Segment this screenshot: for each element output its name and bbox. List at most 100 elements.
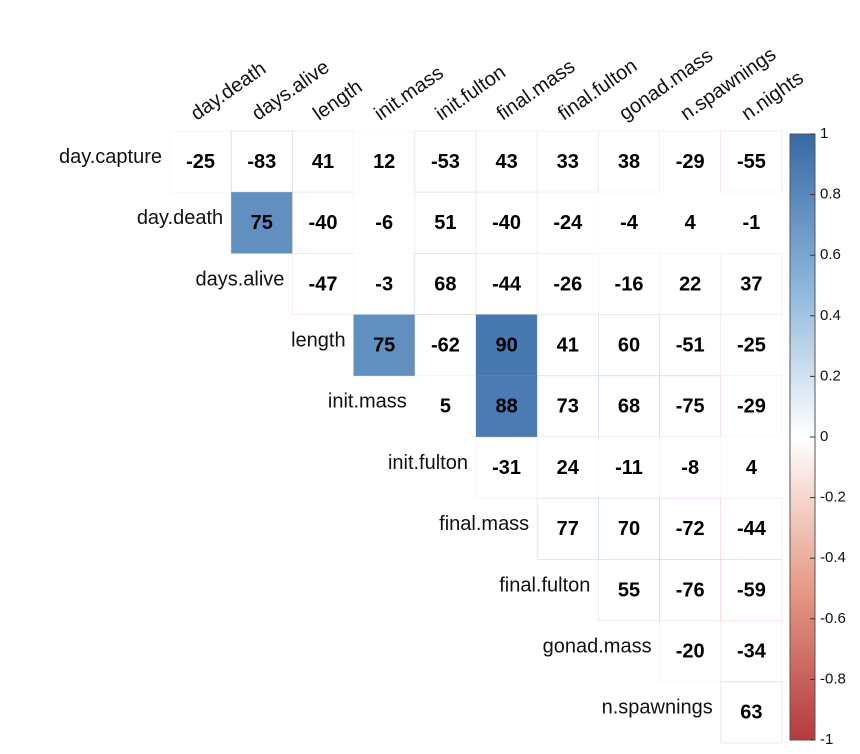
cell	[659, 252, 722, 315]
value-label: 5	[440, 396, 451, 418]
cell	[598, 559, 661, 622]
cell	[475, 314, 538, 377]
value-label: 38	[618, 151, 640, 173]
cell	[598, 252, 661, 315]
value-label: -55	[737, 151, 766, 173]
value-label: -16	[615, 273, 644, 295]
value-label: 41	[312, 151, 334, 173]
value-label: 33	[557, 151, 579, 173]
value-label: 75	[373, 334, 395, 356]
value-label: -31	[492, 457, 521, 479]
colorbar-tick-label: 0.4	[820, 307, 841, 324]
colorbar-tick-label: -1	[820, 731, 833, 748]
cell	[414, 314, 477, 377]
value-label: -44	[492, 273, 522, 295]
value-label: -26	[553, 273, 582, 295]
value-label: -47	[309, 273, 338, 295]
value-label: -24	[553, 212, 583, 234]
cell	[536, 130, 599, 193]
value-label: 90	[495, 334, 517, 356]
cell	[659, 191, 722, 254]
colorbar-tick-label: 0.6	[820, 246, 841, 263]
value-label: -6	[375, 212, 393, 234]
cell	[720, 681, 783, 744]
value-label: -44	[737, 518, 767, 540]
cell	[720, 620, 783, 683]
colorbar-tick-label: 1	[820, 125, 828, 142]
cell	[230, 191, 293, 254]
cell	[353, 130, 416, 193]
value-label: 77	[557, 518, 579, 540]
value-label: -25	[186, 151, 215, 173]
value-label: 63	[740, 702, 762, 724]
cell	[659, 130, 722, 193]
colorbar-tick-label: 0.2	[820, 367, 841, 384]
value-label: -1	[743, 212, 761, 234]
value-label: 22	[679, 273, 701, 295]
value-label: -53	[431, 151, 460, 173]
value-label: -51	[676, 334, 705, 356]
cell	[536, 252, 599, 315]
value-label: 41	[557, 334, 579, 356]
row-label: length	[291, 329, 346, 351]
cell	[230, 130, 293, 193]
cell	[598, 314, 661, 377]
cell	[659, 620, 722, 683]
colorbar-tick-label: -0.2	[820, 489, 846, 506]
cell	[353, 314, 416, 377]
value-label: -34	[737, 640, 767, 662]
value-label: 24	[557, 457, 580, 479]
value-label: -11	[615, 457, 643, 479]
value-label: -29	[676, 151, 705, 173]
value-label: -83	[247, 151, 276, 173]
cell	[536, 191, 599, 254]
value-label: -40	[309, 212, 338, 234]
cell	[598, 497, 661, 560]
cell	[414, 252, 477, 315]
value-label: 60	[618, 334, 640, 356]
row-label: day.death	[137, 207, 223, 229]
row-label: init.mass	[328, 391, 407, 413]
cell	[291, 191, 354, 254]
cell	[536, 497, 599, 560]
cell	[536, 314, 599, 377]
value-label: -72	[676, 518, 705, 540]
cell	[720, 497, 783, 560]
value-label: 12	[373, 151, 395, 173]
cell	[414, 130, 477, 193]
cell	[291, 130, 354, 193]
row-label: n.spawnings	[602, 697, 713, 719]
value-label: -40	[492, 212, 521, 234]
cell	[536, 436, 599, 499]
value-label: 55	[618, 579, 640, 601]
cell	[598, 130, 661, 193]
value-label: -76	[676, 579, 705, 601]
cell	[598, 191, 661, 254]
value-label: -29	[737, 396, 766, 418]
value-label: 70	[618, 518, 640, 540]
cell	[291, 252, 354, 315]
row-label: final.mass	[439, 513, 529, 535]
value-label: 43	[495, 151, 517, 173]
value-label: 37	[740, 273, 762, 295]
cell	[720, 375, 783, 438]
value-label: 4	[746, 457, 758, 479]
value-label: -59	[737, 579, 766, 601]
value-label: 68	[618, 396, 640, 418]
value-label: 75	[251, 212, 273, 234]
cell	[720, 436, 783, 499]
value-label: -4	[620, 212, 639, 234]
colorbar-tick-label: -0.6	[820, 610, 846, 627]
cell	[720, 252, 783, 315]
row-label: gonad.mass	[543, 635, 652, 657]
row-label: init.fulton	[388, 452, 468, 474]
colorbar-tick-label: 0.8	[820, 186, 841, 203]
row-label: day.capture	[59, 146, 162, 168]
cell	[475, 252, 538, 315]
cell	[720, 559, 783, 622]
cell	[353, 252, 416, 315]
colorbar-tick-label: -0.4	[820, 549, 846, 566]
value-label: 4	[685, 212, 697, 234]
row-label: final.fulton	[499, 574, 590, 596]
